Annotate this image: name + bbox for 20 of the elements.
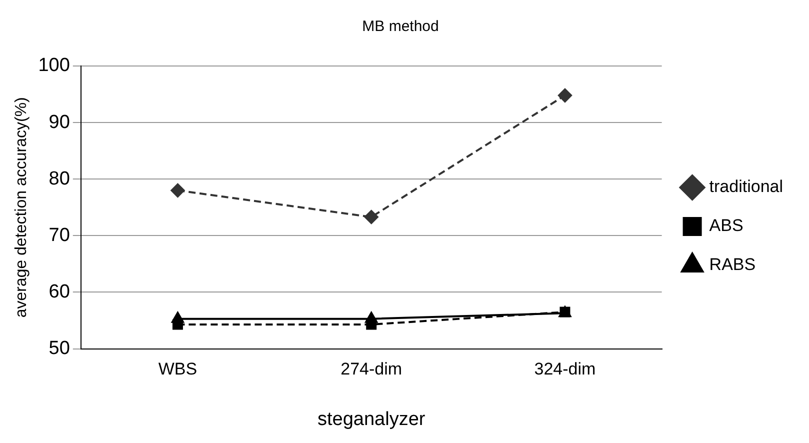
x-tick-label: WBS [158,360,198,379]
legend-label: ABS [709,216,744,236]
legend-label: traditional [709,177,784,196]
legend-label: RABS [709,255,756,274]
x-tick-label: 274-dim [340,360,402,379]
y-tick-label: 60 [48,281,70,302]
y-tick-label: 100 [38,55,70,76]
y-tick-label: 50 [48,338,70,360]
y-tick-label: 70 [48,224,70,246]
y-axis-title: average detection accuracy(%) [13,97,30,318]
point [558,88,572,102]
point [172,312,184,323]
x-axis-title: steganalyzer [317,408,426,430]
y-tick-label: 90 [48,112,70,133]
point [364,210,378,224]
point [365,312,378,323]
y-tick-label: 80 [48,168,70,190]
point [170,183,185,198]
chart-title: MB method [362,18,439,36]
x-tick-label: 324-dim [534,360,596,379]
